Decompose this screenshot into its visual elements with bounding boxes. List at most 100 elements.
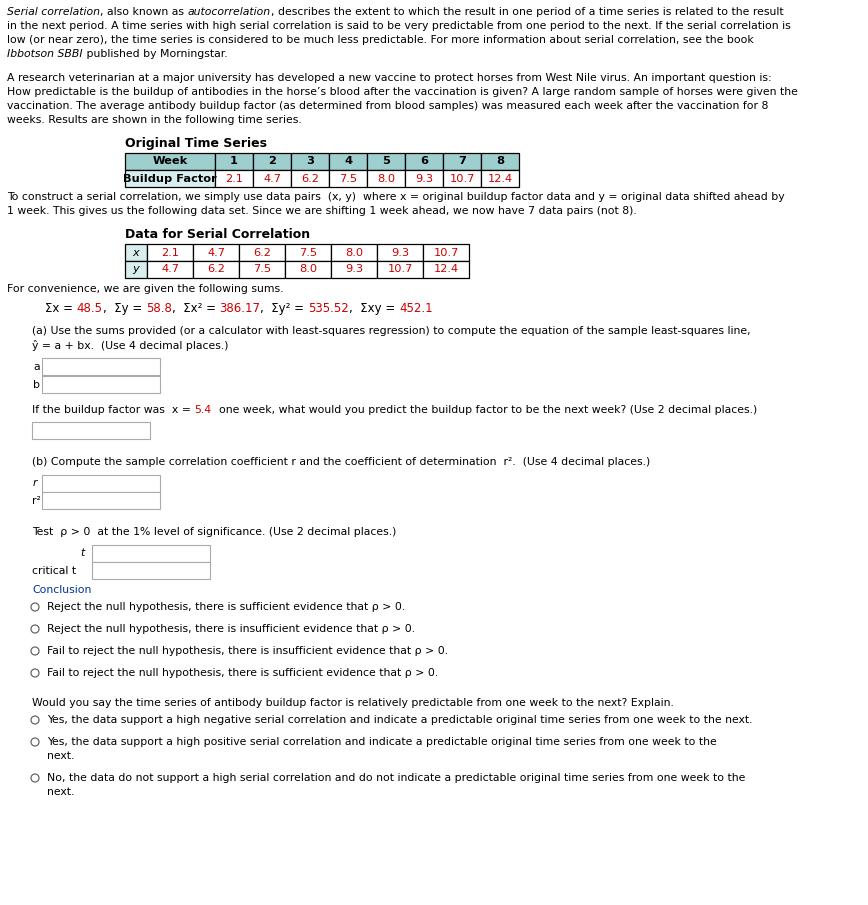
Bar <box>367 170 405 187</box>
Text: ŷ = a + bx.  (Use 4 decimal places.): ŷ = a + bx. (Use 4 decimal places.) <box>32 340 228 351</box>
Text: Fail to reject the null hypothesis, there is sufficient evidence that ρ > 0.: Fail to reject the null hypothesis, ther… <box>47 668 438 678</box>
Text: 9.3: 9.3 <box>415 174 433 184</box>
Text: 7.5: 7.5 <box>253 264 271 274</box>
Text: published by Morningstar.: published by Morningstar. <box>82 49 227 59</box>
Bar <box>215 153 253 170</box>
Bar <box>125 261 147 278</box>
Text: , also known as: , also known as <box>100 7 187 17</box>
Text: one week, what would you predict the buildup factor to be the next week? (Use 2 : one week, what would you predict the bui… <box>212 405 757 415</box>
Text: Would you say the time series of antibody buildup factor is relatively predictab: Would you say the time series of antibod… <box>32 698 674 708</box>
Bar <box>147 244 193 261</box>
Text: (a) Use the sums provided (or a calculator with least-squares regression) to com: (a) Use the sums provided (or a calculat… <box>32 326 751 336</box>
Bar <box>291 153 329 170</box>
Text: autocorrelation: autocorrelation <box>187 7 271 17</box>
Text: Fail to reject the null hypothesis, there is insufficient evidence that ρ > 0.: Fail to reject the null hypothesis, ther… <box>47 646 448 656</box>
Text: t: t <box>80 548 84 558</box>
Text: Serial correlation: Serial correlation <box>7 7 100 17</box>
Text: Σx =: Σx = <box>45 302 76 315</box>
Text: b: b <box>33 379 40 389</box>
Bar <box>215 170 253 187</box>
Text: 4.7: 4.7 <box>207 247 225 258</box>
Text: To construct a serial correlation, we simply use data pairs  (x, y)  where x = o: To construct a serial correlation, we si… <box>7 192 785 202</box>
Text: For convenience, we are given the following sums.: For convenience, we are given the follow… <box>7 284 284 294</box>
Text: Yes, the data support a high negative serial correlation and indicate a predicta: Yes, the data support a high negative se… <box>47 715 753 725</box>
Text: Data for Serial Correlation: Data for Serial Correlation <box>125 228 310 241</box>
Bar <box>443 153 481 170</box>
Text: 2.1: 2.1 <box>225 174 243 184</box>
Text: 5.4: 5.4 <box>194 405 212 415</box>
Text: 5: 5 <box>382 157 390 167</box>
Text: 6.2: 6.2 <box>207 264 225 274</box>
Text: 10.7: 10.7 <box>433 247 458 258</box>
Text: Test  ρ > 0  at the 1% level of significance. (Use 2 decimal places.): Test ρ > 0 at the 1% level of significan… <box>32 527 397 537</box>
Bar <box>367 153 405 170</box>
Text: 7.5: 7.5 <box>339 174 357 184</box>
Text: vaccination. The average antibody buildup factor (as determined from blood sampl: vaccination. The average antibody buildu… <box>7 101 768 111</box>
Text: How predictable is the buildup of antibodies in the horse’s blood after the vacc: How predictable is the buildup of antibo… <box>7 87 798 97</box>
Bar <box>239 244 285 261</box>
Text: r: r <box>33 479 37 489</box>
Text: critical t: critical t <box>32 566 76 576</box>
Text: 58.8: 58.8 <box>146 302 172 315</box>
Text: 3: 3 <box>306 157 314 167</box>
Text: 535.52: 535.52 <box>308 302 349 315</box>
Bar <box>329 153 367 170</box>
Bar <box>92 562 210 579</box>
Text: 8.0: 8.0 <box>345 247 363 258</box>
Text: next.: next. <box>47 787 75 797</box>
Text: 1 week. This gives us the following data set. Since we are shifting 1 week ahead: 1 week. This gives us the following data… <box>7 206 637 216</box>
Bar <box>253 170 291 187</box>
Text: r²: r² <box>32 496 41 506</box>
Bar <box>92 545 210 562</box>
Bar <box>405 170 443 187</box>
Text: A research veterinarian at a major university has developed a new vaccine to pro: A research veterinarian at a major unive… <box>7 73 772 83</box>
Text: 6.2: 6.2 <box>301 174 319 184</box>
Text: 1: 1 <box>230 157 238 167</box>
Text: 9.3: 9.3 <box>345 264 363 274</box>
Text: 10.7: 10.7 <box>387 264 412 274</box>
Bar <box>125 153 215 170</box>
Text: 7.5: 7.5 <box>299 247 317 258</box>
Text: Reject the null hypothesis, there is sufficient evidence that ρ > 0.: Reject the null hypothesis, there is suf… <box>47 602 405 612</box>
Text: 9.3: 9.3 <box>391 247 409 258</box>
Text: Week: Week <box>153 157 187 167</box>
Bar <box>193 261 239 278</box>
Text: y: y <box>133 264 140 274</box>
Bar <box>329 170 367 187</box>
Bar <box>423 244 469 261</box>
Bar <box>42 376 160 393</box>
Bar <box>291 170 329 187</box>
Text: Yes, the data support a high positive serial correlation and indicate a predicta: Yes, the data support a high positive se… <box>47 737 717 747</box>
Text: in the next period. A time series with high serial correlation is said to be ver: in the next period. A time series with h… <box>7 21 791 31</box>
Text: 452.1: 452.1 <box>399 302 432 315</box>
Text: 386.17: 386.17 <box>220 302 260 315</box>
Text: Reject the null hypothesis, there is insufficient evidence that ρ > 0.: Reject the null hypothesis, there is ins… <box>47 624 415 634</box>
Bar <box>42 492 160 509</box>
Text: 10.7: 10.7 <box>450 174 475 184</box>
Text: next.: next. <box>47 751 75 761</box>
Bar <box>423 261 469 278</box>
Text: 6.2: 6.2 <box>253 247 271 258</box>
Text: 12.4: 12.4 <box>433 264 458 274</box>
Bar <box>42 475 160 492</box>
Text: Conclusion: Conclusion <box>32 585 91 595</box>
Text: 2: 2 <box>268 157 276 167</box>
Bar <box>147 261 193 278</box>
Text: Original Time Series: Original Time Series <box>125 137 267 150</box>
Text: 8.0: 8.0 <box>377 174 395 184</box>
Text: Buildup Factor: Buildup Factor <box>123 174 217 184</box>
Bar <box>481 170 519 187</box>
Bar <box>125 170 215 187</box>
Text: 6: 6 <box>420 157 428 167</box>
Bar <box>481 153 519 170</box>
Text: x: x <box>133 247 140 258</box>
Bar <box>443 170 481 187</box>
Text: ,  Σxy =: , Σxy = <box>349 302 399 315</box>
Bar <box>377 261 423 278</box>
Text: 7: 7 <box>458 157 466 167</box>
Text: 4.7: 4.7 <box>263 174 281 184</box>
Bar <box>377 244 423 261</box>
Bar <box>125 244 147 261</box>
Text: ,  Σy =: , Σy = <box>102 302 146 315</box>
Bar <box>32 422 150 439</box>
